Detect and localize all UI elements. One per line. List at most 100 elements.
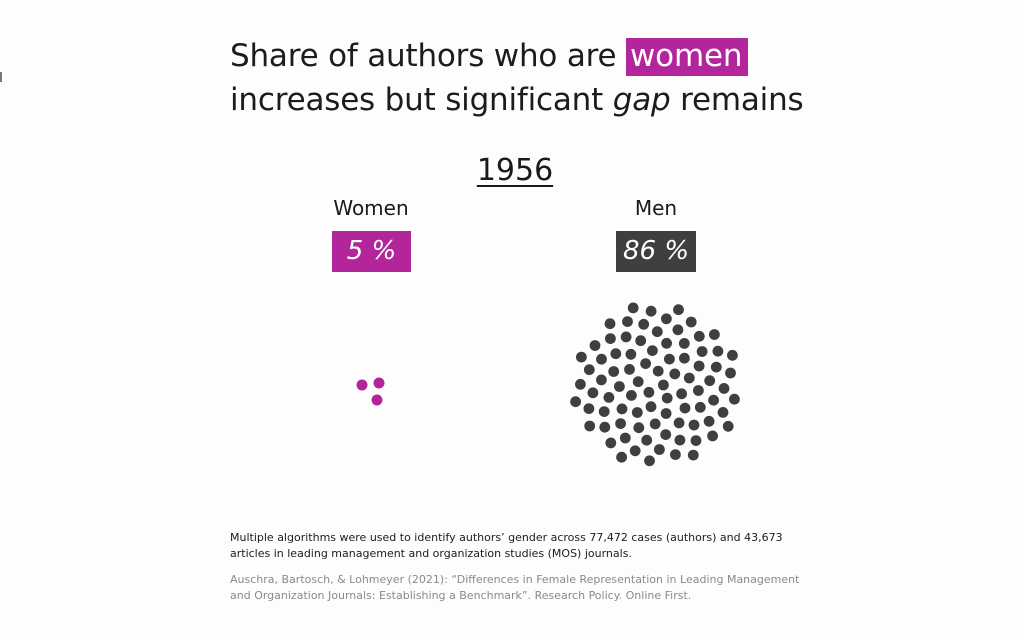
- women-dot: [356, 379, 368, 391]
- men-dot: [651, 326, 663, 338]
- title-text-2: increases but significant: [230, 82, 613, 118]
- title-line-2: increases but significant gap remains: [230, 78, 930, 122]
- men-dot: [661, 392, 673, 404]
- men-dot: [605, 333, 616, 344]
- men-dot: [619, 432, 631, 444]
- men-dot: [647, 345, 658, 356]
- men-dot: [717, 407, 729, 418]
- men-dot: [603, 392, 615, 403]
- men-dot: [658, 379, 669, 391]
- methodology-note: Multiple algorithms were used to identif…: [230, 531, 783, 560]
- men-dot: [635, 335, 647, 347]
- men-dot: [660, 429, 672, 440]
- men-dot: [604, 318, 616, 330]
- title-line-1: Share of authors who are women: [230, 34, 930, 78]
- men-dot: [704, 375, 716, 387]
- men-dot: [584, 420, 596, 432]
- men-dot: [670, 449, 681, 460]
- title-text-1: Share of authors who are: [230, 38, 627, 74]
- men-dot: [608, 366, 620, 377]
- men-dot: [652, 365, 664, 377]
- men-dot: [575, 378, 586, 390]
- men-dot: [645, 401, 657, 413]
- men-label: Men: [634, 196, 678, 220]
- men-dot: [685, 316, 697, 328]
- men-dot: [687, 449, 699, 461]
- men-dot: [583, 364, 595, 376]
- men-dot: [703, 415, 715, 427]
- men-dot: [620, 331, 632, 343]
- men-dot: [641, 434, 653, 446]
- year-label: 1956: [476, 153, 554, 188]
- men-dot: [596, 353, 607, 365]
- men-dot: [610, 348, 622, 360]
- women-dot: [373, 377, 385, 389]
- men-dot: [696, 346, 708, 357]
- men-dot: [622, 316, 633, 327]
- men-dot: [598, 406, 610, 417]
- men-dot: [664, 353, 675, 365]
- men-dot: [625, 348, 637, 360]
- men-dot: [690, 435, 702, 446]
- men-dot: [587, 387, 599, 399]
- men-dot: [718, 383, 730, 394]
- men-dot: [596, 374, 607, 386]
- men-dot: [660, 408, 672, 419]
- men-dot: [640, 358, 651, 369]
- men-dot: [589, 340, 601, 351]
- men-dot: [725, 367, 736, 379]
- men-dot: [605, 437, 617, 449]
- men-dot: [676, 388, 687, 400]
- men-dot: [615, 418, 626, 429]
- men-dot: [614, 381, 625, 392]
- men-dot: [673, 417, 685, 429]
- men-dot: [722, 420, 734, 432]
- men-dot: [669, 368, 681, 380]
- men-dot: [710, 361, 722, 373]
- men-dot: [693, 360, 705, 372]
- men-dot: [626, 390, 637, 401]
- men-dot: [712, 345, 724, 357]
- men-dot: [707, 430, 718, 442]
- title-italic-gap: gap: [612, 82, 671, 118]
- men-dot: [616, 403, 628, 415]
- men-dot: [661, 337, 672, 349]
- men-dot: [583, 403, 595, 414]
- men-dot: [616, 451, 627, 463]
- citation: Auschra, Bartosch, & Lohmeyer (2021): “D…: [230, 573, 800, 602]
- men-dot: [633, 422, 645, 434]
- men-dot: [693, 385, 704, 396]
- men-dot: [683, 372, 695, 384]
- women-label: Women: [333, 196, 409, 220]
- men-dot: [674, 434, 686, 446]
- title-text-3: remains: [670, 82, 804, 118]
- men-dot: [679, 402, 691, 414]
- men-dot: [643, 386, 655, 398]
- men-dot: [631, 407, 643, 418]
- men-dot: [673, 304, 684, 316]
- men-dot: [661, 313, 672, 325]
- men-dot: [672, 324, 684, 336]
- men-dot: [627, 302, 639, 314]
- men-dot: [649, 418, 661, 430]
- men-dot: [708, 394, 719, 406]
- men-dot: [727, 349, 738, 361]
- women-dot: [371, 394, 383, 406]
- edge-marker: [0, 72, 2, 82]
- men-dot: [644, 455, 655, 467]
- slide-title: Share of authors who are women increases…: [230, 34, 930, 122]
- men-dot: [645, 305, 657, 317]
- men-dot: [629, 445, 641, 457]
- title-highlight-women: women: [626, 38, 749, 76]
- men-dot: [709, 329, 720, 340]
- men-dot: [570, 396, 581, 408]
- men-dot: [694, 401, 706, 413]
- men-dot: [599, 421, 611, 433]
- men-dot: [678, 338, 690, 349]
- men-dot: [729, 393, 740, 405]
- men-dot: [688, 419, 700, 431]
- men-percentage-badge: 86 %: [616, 231, 696, 272]
- men-dot: [654, 444, 665, 455]
